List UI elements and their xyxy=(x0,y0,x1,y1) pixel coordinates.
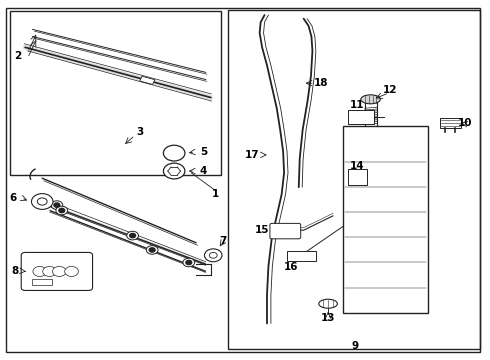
Circle shape xyxy=(33,266,47,276)
Circle shape xyxy=(51,201,63,210)
Circle shape xyxy=(52,266,66,276)
Circle shape xyxy=(204,249,222,262)
Polygon shape xyxy=(140,76,155,85)
Text: 8: 8 xyxy=(12,266,19,276)
Circle shape xyxy=(54,203,60,207)
FancyBboxPatch shape xyxy=(287,251,316,261)
Text: 3: 3 xyxy=(136,127,144,136)
Bar xyxy=(441,118,461,128)
Ellipse shape xyxy=(319,299,337,308)
Text: 15: 15 xyxy=(255,225,270,235)
Circle shape xyxy=(149,248,155,252)
Circle shape xyxy=(37,198,47,205)
Text: 14: 14 xyxy=(350,161,365,171)
Text: 17: 17 xyxy=(245,150,260,160)
Circle shape xyxy=(59,208,65,213)
Text: 7: 7 xyxy=(220,236,227,246)
Circle shape xyxy=(31,194,53,210)
Text: 6: 6 xyxy=(9,193,17,203)
Text: 18: 18 xyxy=(314,78,328,88)
FancyBboxPatch shape xyxy=(21,252,93,291)
Circle shape xyxy=(209,252,217,258)
Circle shape xyxy=(56,206,68,215)
Circle shape xyxy=(130,233,136,238)
Text: 12: 12 xyxy=(383,85,397,95)
Bar xyxy=(228,10,480,348)
Text: 11: 11 xyxy=(350,100,365,110)
Circle shape xyxy=(127,231,139,240)
Circle shape xyxy=(183,258,195,267)
Circle shape xyxy=(147,246,158,254)
Text: 10: 10 xyxy=(458,118,472,128)
Circle shape xyxy=(163,145,185,161)
Text: 2: 2 xyxy=(14,51,21,61)
Bar xyxy=(343,126,428,313)
Bar xyxy=(32,279,52,285)
Circle shape xyxy=(65,266,78,276)
Circle shape xyxy=(186,260,192,265)
Text: 16: 16 xyxy=(284,262,299,272)
FancyBboxPatch shape xyxy=(347,169,367,185)
Text: 5: 5 xyxy=(200,147,207,157)
Text: 9: 9 xyxy=(351,341,359,351)
Circle shape xyxy=(43,266,56,276)
Text: 13: 13 xyxy=(321,313,335,323)
FancyBboxPatch shape xyxy=(270,224,301,239)
Ellipse shape xyxy=(361,95,380,104)
Bar xyxy=(38,195,46,208)
Circle shape xyxy=(163,163,185,179)
Text: 1: 1 xyxy=(212,189,220,199)
Text: 4: 4 xyxy=(200,166,207,176)
FancyBboxPatch shape xyxy=(347,110,374,125)
Bar xyxy=(10,12,220,175)
